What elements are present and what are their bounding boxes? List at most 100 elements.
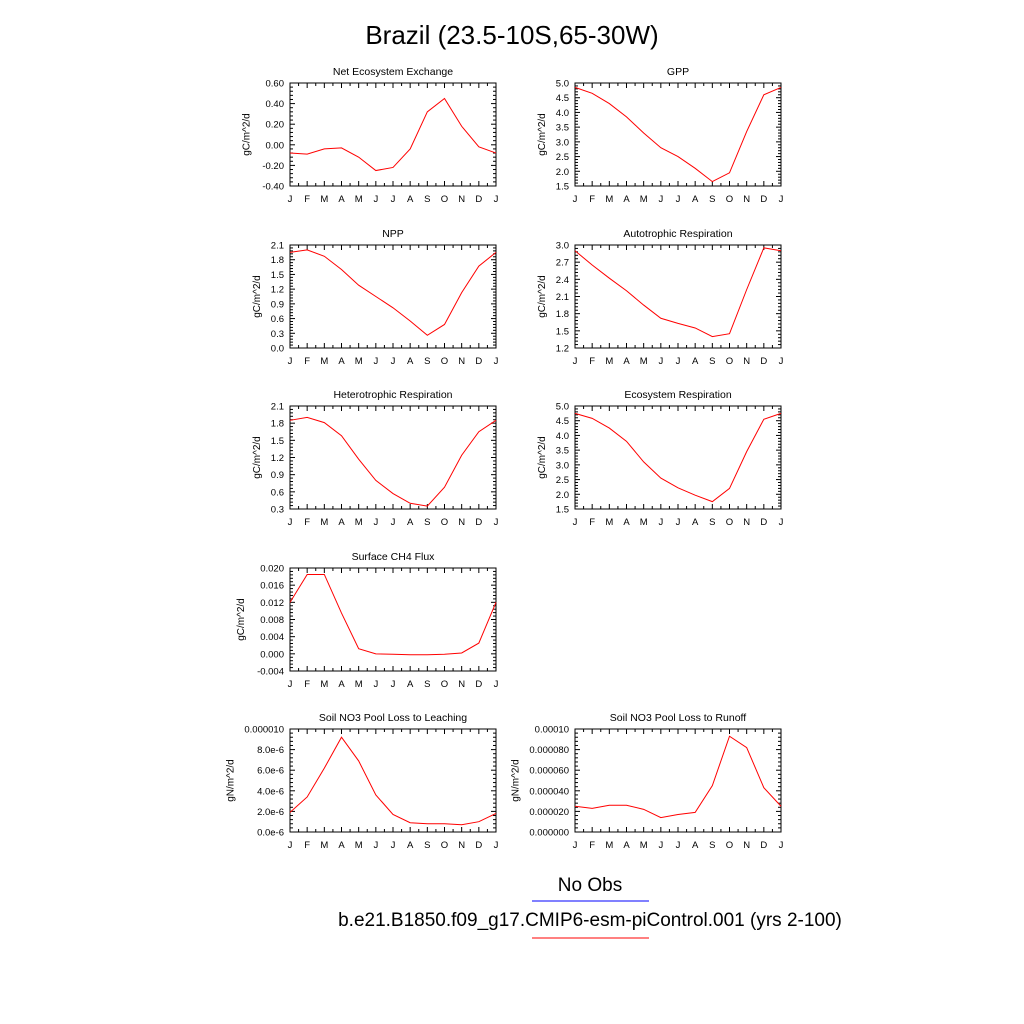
y-tick-label: 0.60: [266, 79, 285, 90]
y-tick-label: 3.0: [556, 241, 569, 252]
x-tick-label: J: [779, 517, 784, 528]
x-tick-label: A: [407, 679, 414, 690]
x-tick-label: J: [391, 517, 396, 528]
x-tick-label: J: [288, 840, 293, 851]
panel-title: Ecosystem Respiration: [624, 389, 732, 401]
legend-obs-label: No Obs: [558, 875, 622, 896]
y-tick-label: 2.0: [556, 167, 569, 178]
x-tick-label: F: [304, 356, 310, 367]
x-tick-label: J: [779, 840, 784, 851]
x-tick-label: J: [373, 840, 378, 851]
x-tick-label: N: [743, 517, 750, 528]
series-line-model: [289, 97, 497, 172]
y-tick-label: 6.0e-6: [257, 766, 284, 777]
y-tick-label: 1.5: [556, 505, 569, 516]
panel-title: Surface CH4 Flux: [352, 551, 436, 563]
x-tick-label: J: [391, 356, 396, 367]
x-tick-label: N: [743, 356, 750, 367]
x-tick-label: M: [355, 356, 363, 367]
x-tick-label: S: [424, 517, 430, 528]
y-tick-label: 1.8: [271, 255, 284, 266]
y-axis-label: gC/m^2/d: [537, 113, 548, 156]
y-tick-label: 1.8: [556, 309, 569, 320]
x-tick-label: J: [779, 356, 784, 367]
x-tick-label: M: [640, 356, 648, 367]
y-tick-label: 2.7: [556, 258, 569, 269]
y-tick-label: -0.20: [262, 161, 284, 172]
legend-model-label: b.e21.B1850.f09_g17.CMIP6-esm-piControl.…: [338, 910, 842, 931]
series-line-model: [289, 736, 497, 826]
x-tick-label: J: [391, 840, 396, 851]
x-tick-label: A: [692, 356, 699, 367]
x-tick-label: O: [441, 517, 448, 528]
x-tick-label: M: [640, 840, 648, 851]
series-line-model: [289, 249, 497, 336]
x-tick-label: D: [475, 840, 482, 851]
x-tick-label: O: [726, 356, 733, 367]
x-tick-label: N: [458, 517, 465, 528]
y-tick-label: 0.008: [260, 615, 284, 626]
y-tick-label: 0.016: [260, 581, 284, 592]
y-tick-label: 5.0: [556, 79, 569, 90]
x-tick-label: F: [589, 517, 595, 528]
panel-title: Net Ecosystem Exchange: [333, 66, 453, 78]
x-tick-label: J: [288, 194, 293, 205]
x-tick-label: J: [676, 356, 681, 367]
x-tick-label: A: [338, 840, 345, 851]
panel-title: Autotrophic Respiration: [623, 228, 732, 240]
x-tick-label: O: [726, 840, 733, 851]
x-tick-label: D: [760, 194, 767, 205]
x-tick-label: S: [424, 679, 430, 690]
y-tick-label: -0.004: [257, 667, 284, 678]
x-tick-label: M: [320, 840, 328, 851]
x-tick-label: J: [494, 356, 499, 367]
x-tick-label: A: [692, 840, 699, 851]
y-tick-label: 1.5: [271, 436, 284, 447]
series-line-model: [574, 412, 782, 503]
y-tick-label: 0.9: [271, 299, 284, 310]
x-tick-label: F: [304, 194, 310, 205]
y-tick-label: 2.0e-6: [257, 807, 284, 818]
y-tick-label: 1.5: [556, 182, 569, 193]
plot-frame: [289, 728, 497, 833]
y-tick-label: 0.000060: [529, 766, 569, 777]
x-tick-label: J: [573, 194, 578, 205]
x-tick-label: M: [640, 517, 648, 528]
x-tick-label: J: [391, 194, 396, 205]
series-line-model: [289, 416, 497, 507]
x-tick-label: O: [726, 194, 733, 205]
y-tick-label: 3.5: [556, 123, 569, 134]
x-tick-label: J: [658, 517, 663, 528]
x-tick-label: J: [676, 194, 681, 205]
y-tick-label: 0.0e-6: [257, 828, 284, 839]
plot-frame: [574, 405, 782, 510]
x-tick-label: N: [458, 840, 465, 851]
plot-frame: [574, 82, 782, 187]
x-tick-label: J: [658, 356, 663, 367]
x-tick-label: F: [589, 840, 595, 851]
y-tick-label: 3.5: [556, 446, 569, 457]
x-tick-label: D: [475, 356, 482, 367]
x-tick-label: O: [441, 840, 448, 851]
x-tick-label: J: [494, 517, 499, 528]
y-axis-label: gC/m^2/d: [242, 113, 253, 156]
y-tick-label: 0.000040: [529, 786, 569, 797]
y-tick-label: 2.1: [271, 241, 284, 252]
x-tick-label: J: [658, 840, 663, 851]
x-tick-label: J: [373, 356, 378, 367]
x-tick-label: F: [589, 356, 595, 367]
y-axis-label: gN/m^2/d: [511, 759, 522, 802]
x-tick-label: A: [338, 356, 345, 367]
x-tick-label: D: [760, 840, 767, 851]
x-tick-label: M: [605, 840, 613, 851]
y-tick-label: 0.3: [271, 329, 284, 340]
x-tick-label: O: [441, 194, 448, 205]
x-tick-label: N: [458, 679, 465, 690]
x-tick-label: J: [658, 194, 663, 205]
y-tick-label: 2.1: [271, 402, 284, 413]
panel-title: Heterotrophic Respiration: [333, 389, 452, 401]
x-tick-label: M: [355, 517, 363, 528]
